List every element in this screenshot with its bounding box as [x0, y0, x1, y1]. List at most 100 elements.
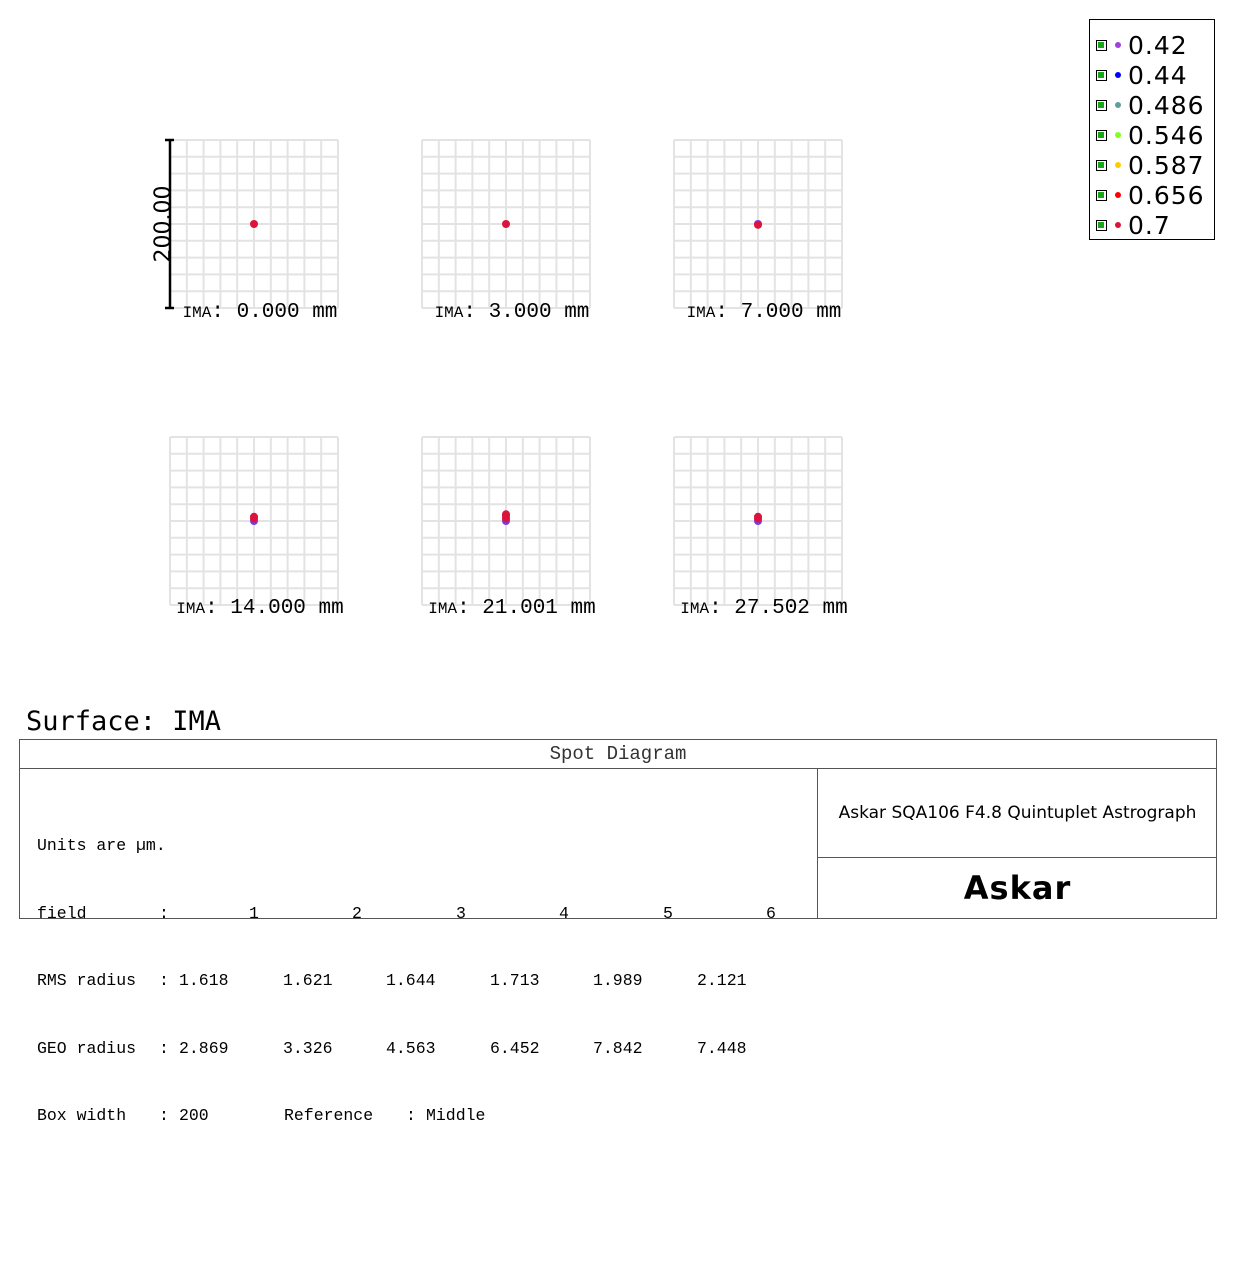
rms-value-3: 1.644 — [386, 971, 436, 990]
geo-value-4: 6.452 — [490, 1038, 540, 1058]
rms-value-6: 2.121 — [697, 971, 747, 990]
legend-checkbox-4[interactable] — [1096, 159, 1107, 171]
scale-bar: 200.00 — [151, 138, 176, 310]
field-label-prefix: IMA — [680, 600, 709, 618]
field-number-3: 3 — [456, 903, 466, 923]
legend-checkbox-1[interactable] — [1096, 69, 1107, 81]
legend-item-4[interactable]: 0.587 — [1096, 150, 1205, 180]
legend-item-6[interactable]: 0.7 — [1096, 210, 1171, 240]
legend-item-1[interactable]: 0.44 — [1096, 60, 1188, 90]
field-label-3: IMA: 7.000 mm — [687, 301, 842, 324]
legend-checkbox-6[interactable] — [1096, 219, 1107, 231]
field-label-1: IMA: 0.000 mm — [183, 301, 338, 324]
panel-title: Spot Diagram — [20, 740, 1216, 769]
legend-label-4: 0.587 — [1128, 150, 1205, 180]
field-label-value: : 21.001 mm — [457, 597, 596, 620]
field-label-prefix: IMA — [176, 600, 205, 618]
field-number-5: 5 — [663, 903, 673, 923]
legend-label-1: 0.44 — [1128, 60, 1188, 90]
legend-checkbox-5[interactable] — [1096, 189, 1107, 201]
geo-value-1: 2.869 — [179, 1038, 229, 1058]
units-line: Units are µm. — [37, 835, 166, 858]
wavelength-legend: 0.42 0.44 0.486 0.546 0.587 0.656 0.7 — [1089, 19, 1215, 240]
rms-value-1: 1.618 — [179, 971, 229, 990]
spot-statistics: Units are µm. field : 1 2 3 4 5 6 RMS ra… — [37, 790, 776, 1173]
box-width-row: Box width : 200 Reference : Middle — [37, 1105, 485, 1128]
field-number-2: 2 — [352, 903, 362, 923]
field-label-2: IMA: 3.000 mm — [435, 301, 590, 324]
geo-row: GEO radius : 2.869 3.326 4.563 6.452 7.8… — [37, 1038, 747, 1061]
spot-point — [502, 510, 510, 519]
legend-dot-6 — [1115, 222, 1121, 228]
reference-value: Middle — [426, 1106, 486, 1125]
legend-item-0[interactable]: 0.42 — [1096, 30, 1188, 60]
field-label-value: : 3.000 mm — [463, 301, 589, 324]
legend-dot-2 — [1115, 102, 1121, 108]
field-number-4: 4 — [559, 903, 569, 923]
geo-value-3: 4.563 — [386, 1038, 436, 1058]
rms-value-5: 1.989 — [593, 971, 643, 990]
field-row: field : 1 2 3 4 5 6 — [37, 903, 776, 926]
info-panel: Spot Diagram Units are µm. field : 1 2 3… — [19, 739, 1217, 1125]
spot-point — [502, 220, 510, 228]
spot-plot-3: IMA: 7.000 mm — [673, 139, 843, 324]
legend-label-2: 0.486 — [1128, 90, 1205, 120]
field-label-prefix: IMA — [435, 304, 464, 322]
rms-value-4: 1.713 — [490, 971, 540, 990]
panel-right: Askar SQA106 F4.8 Quintuplet Astrograph … — [817, 769, 1217, 919]
legend-dot-4 — [1115, 162, 1121, 168]
field-label-value: : 14.000 mm — [205, 597, 344, 620]
rms-sep: : — [159, 971, 169, 990]
legend-label-3: 0.546 — [1128, 120, 1205, 150]
field-label-4: IMA: 14.000 mm — [176, 597, 343, 620]
geo-value-6: 7.448 — [697, 1038, 747, 1058]
spot-point — [250, 512, 258, 521]
spot-point — [754, 512, 762, 521]
field-sep: : — [159, 903, 169, 923]
spot-plot-4: IMA: 14.000 mm — [169, 436, 344, 620]
box-width-sep: : — [159, 1106, 169, 1125]
rms-label: RMS radius — [37, 971, 137, 990]
spot-plot-2: IMA: 3.000 mm — [421, 139, 591, 324]
field-label-value: : 27.502 mm — [709, 597, 848, 620]
legend-label-0: 0.42 — [1128, 30, 1188, 60]
field-label-5: IMA: 21.001 mm — [428, 597, 595, 620]
askar-logo: Askar — [963, 869, 1072, 907]
geo-value-2: 3.326 — [283, 1038, 333, 1058]
spot-point — [754, 220, 762, 229]
legend-checkbox-2[interactable] — [1096, 99, 1107, 111]
field-label: field — [37, 903, 87, 923]
field-number-6: 6 — [766, 903, 776, 923]
legend-label-6: 0.7 — [1128, 210, 1171, 240]
units-text: Units are µm. — [37, 836, 166, 855]
spot-plot-1: IMA: 0.000 mm — [169, 139, 339, 324]
field-label-prefix: IMA — [687, 304, 716, 322]
spot-point — [250, 220, 258, 228]
field-number-1: 1 — [249, 903, 259, 923]
box-width-label: Box width — [37, 1106, 127, 1125]
field-label-prefix: IMA — [428, 600, 457, 618]
field-label-value: : 0.000 mm — [211, 301, 337, 324]
legend-item-2[interactable]: 0.486 — [1096, 90, 1205, 120]
geo-label: GEO radius — [37, 1038, 137, 1058]
geo-value-5: 7.842 — [593, 1038, 643, 1058]
legend-dot-3 — [1115, 132, 1121, 138]
field-label-prefix: IMA — [183, 304, 212, 322]
legend-dot-0 — [1115, 42, 1121, 48]
lens-description: Askar SQA106 F4.8 Quintuplet Astrograph — [818, 769, 1217, 858]
box-width-value: 200 — [179, 1106, 209, 1125]
rms-row: RMS radius : 1.618 1.621 1.644 1.713 1.9… — [37, 970, 747, 993]
scale-bar-label: 200.00 — [151, 186, 176, 263]
spot-plot-5: IMA: 21.001 mm — [421, 436, 596, 620]
spot-plot-6: IMA: 27.502 mm — [673, 436, 848, 620]
legend-checkbox-0[interactable] — [1096, 39, 1107, 51]
field-label-value: : 7.000 mm — [715, 301, 841, 324]
reference-label: Reference — [284, 1106, 374, 1125]
rms-value-2: 1.621 — [283, 971, 333, 990]
legend-item-5[interactable]: 0.656 — [1096, 180, 1205, 210]
legend-label-5: 0.656 — [1128, 180, 1205, 210]
spot-diagram-plots: IMA: 0.000 mm IMA: 3.000 mm IMA: 7.000 mmI… — [151, 138, 848, 620]
legend-item-3[interactable]: 0.546 — [1096, 120, 1205, 150]
legend-checkbox-3[interactable] — [1096, 129, 1107, 141]
reference-sep: : — [406, 1106, 416, 1125]
